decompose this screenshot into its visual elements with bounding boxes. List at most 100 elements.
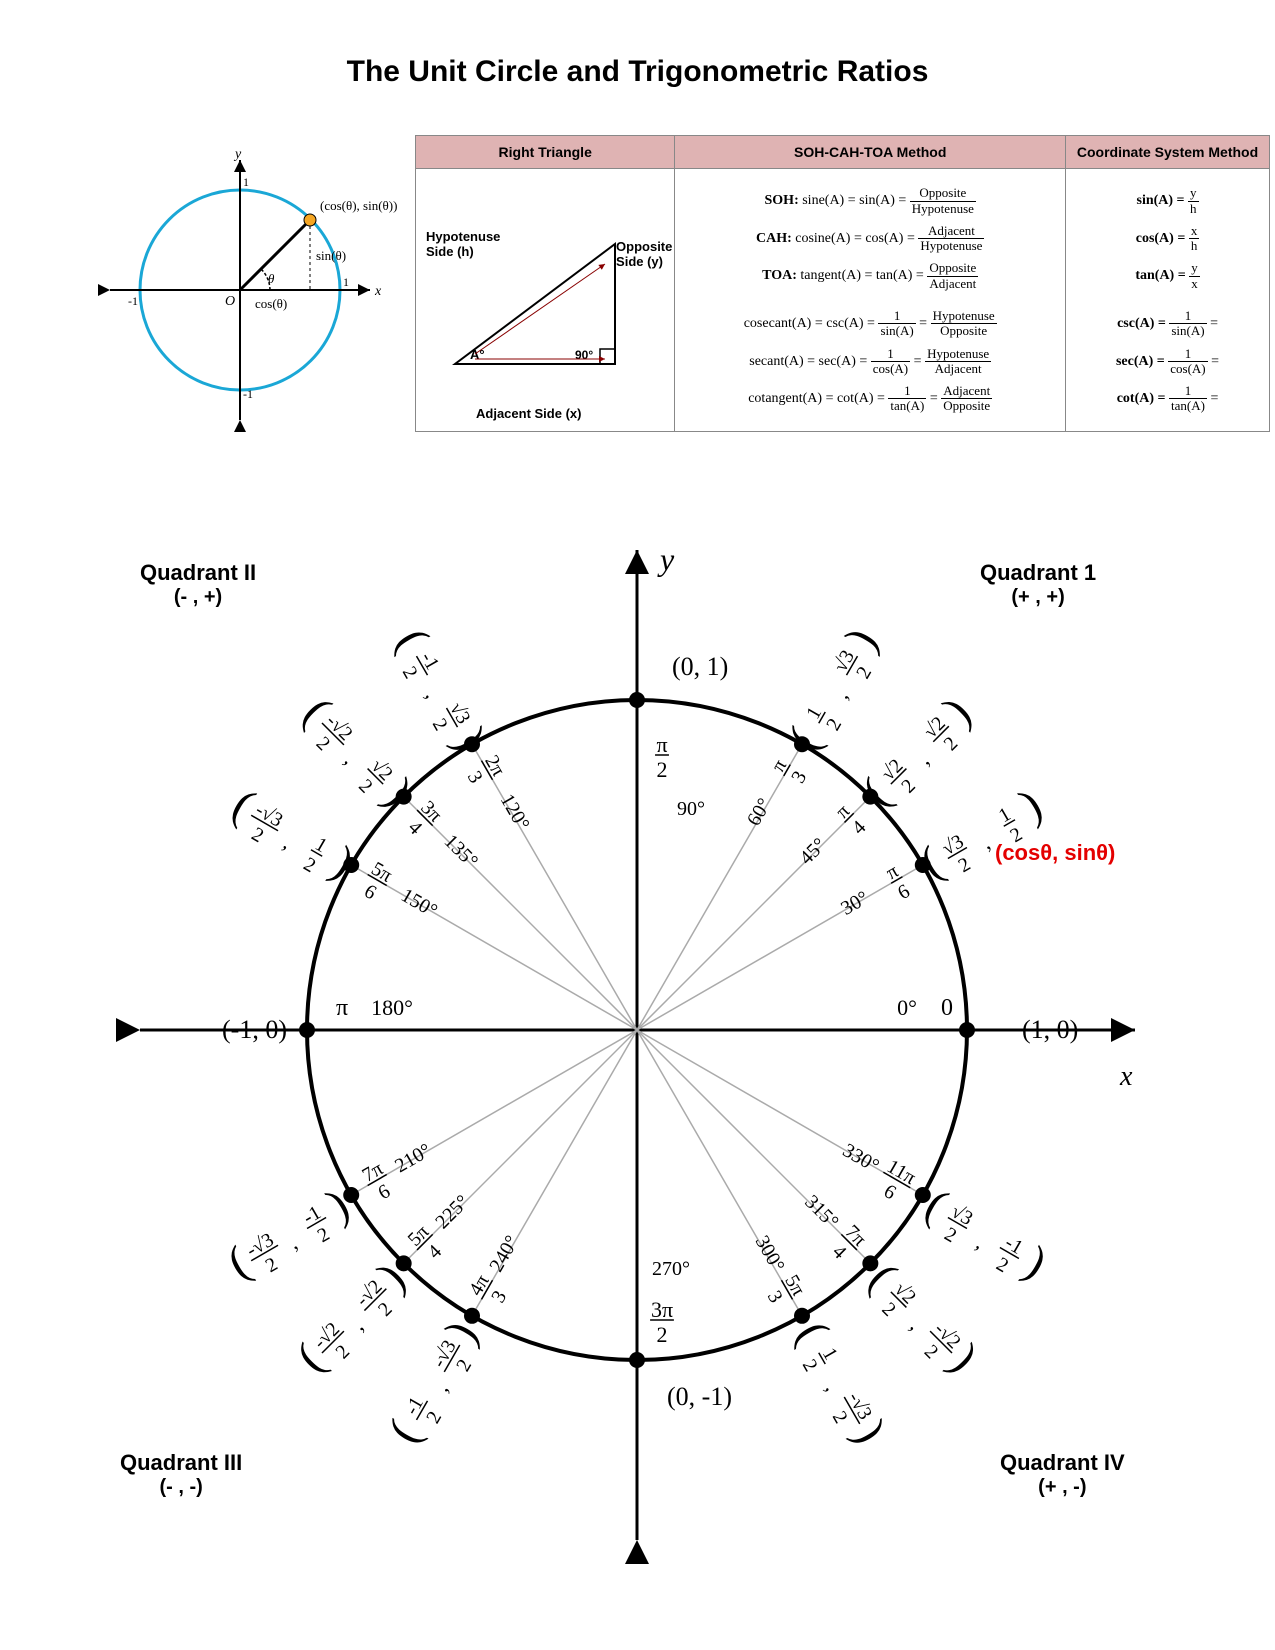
svg-text:4: 4 [828, 1241, 851, 1264]
svg-text:1: 1 [343, 275, 349, 289]
svg-text:6: 6 [894, 880, 914, 904]
svg-text:4: 4 [848, 816, 871, 839]
side-y-label: Side (y) [616, 254, 663, 269]
coord-cos: cos(A) = xh [1076, 224, 1259, 254]
svg-text:2: 2 [248, 823, 268, 847]
svg-text:π: π [336, 995, 348, 1021]
adj-label: Adjacent Side (x) [476, 406, 581, 421]
svg-text:,: , [421, 685, 445, 702]
svg-text:4: 4 [423, 1241, 446, 1264]
sec-row: secant(A) = sec(A) = 1cos(A) = Hypotenus… [685, 347, 1055, 377]
svg-text:3: 3 [787, 767, 811, 787]
svg-text:0°: 0° [897, 995, 917, 1020]
svg-text:6: 6 [360, 880, 380, 904]
opp-label: Opposite [616, 239, 672, 254]
svg-text:30°: 30° [837, 887, 872, 920]
svg-text:,: , [346, 1313, 368, 1335]
svg-text:1: 1 [311, 833, 331, 857]
svg-text:): ) [845, 1412, 897, 1451]
svg-text:4: 4 [404, 816, 427, 839]
svg-text:π: π [656, 732, 667, 757]
svg-text:,: , [284, 1230, 301, 1254]
svg-text:6: 6 [880, 1180, 900, 1204]
svg-text:π: π [882, 860, 902, 884]
svg-text:,: , [912, 748, 934, 770]
svg-text:2: 2 [822, 715, 846, 735]
svg-text:2: 2 [300, 853, 320, 877]
svg-text:240°: 240° [485, 1232, 523, 1276]
svg-text:2: 2 [422, 1408, 446, 1428]
big-unit-circle: Quadrant 1(+ , +) Quadrant II(- , +) Qua… [100, 540, 1175, 1560]
svg-text:315°: 315° [800, 1191, 842, 1233]
toa-row: TOA: tangent(A) = tan(A) = OppositeAdjac… [685, 261, 1055, 291]
svg-text:225°: 225° [431, 1191, 473, 1233]
svg-text:330°: 330° [839, 1139, 883, 1177]
svg-text:150°: 150° [397, 884, 441, 922]
soh-row: SOH: sine(A) = sin(A) = OppositeHypotenu… [685, 186, 1055, 216]
svg-text:90°: 90° [575, 348, 593, 362]
svg-text:(0, 1): (0, 1) [672, 652, 728, 681]
svg-text:,: , [906, 1313, 928, 1335]
svg-text:2: 2 [852, 663, 876, 683]
svg-text:210°: 210° [391, 1139, 435, 1177]
q2-label: Quadrant II(- , +) [140, 560, 256, 609]
svg-text:2: 2 [314, 1223, 334, 1247]
svg-text:3: 3 [487, 1287, 511, 1307]
svg-text:,: , [829, 685, 853, 702]
svg-text:2: 2 [955, 853, 975, 877]
svg-text:sin(θ): sin(θ) [316, 248, 346, 263]
svg-text:): ) [445, 719, 497, 758]
svg-text:(0, -1): (0, -1) [667, 1382, 732, 1411]
svg-text:90°: 90° [677, 798, 705, 820]
svg-text:2: 2 [657, 757, 668, 782]
svg-text:6: 6 [374, 1180, 394, 1204]
svg-text:3: 3 [463, 767, 487, 787]
svg-text:1: 1 [995, 803, 1015, 827]
table-body-row: A° 90° Hypotenuse Side (h) Opposite Side… [416, 169, 1270, 432]
svg-text:x: x [374, 284, 382, 299]
svg-text:2: 2 [262, 1253, 282, 1277]
svg-text:3π: 3π [651, 1297, 673, 1322]
svg-text:0: 0 [941, 995, 953, 1021]
svg-text:π: π [767, 756, 791, 776]
svg-text:2: 2 [452, 1356, 476, 1376]
svg-text:2: 2 [657, 1322, 668, 1347]
cot-row: cotangent(A) = cot(A) = 1tan(A) = Adjace… [685, 384, 1055, 414]
svg-text:): ) [318, 1178, 357, 1230]
axis-x-label: x [1119, 1061, 1133, 1092]
svg-text:2: 2 [941, 1223, 961, 1247]
svg-text:2: 2 [940, 733, 963, 756]
svg-text:): ) [1011, 778, 1050, 830]
q1-label: Quadrant 1(+ , +) [980, 560, 1096, 609]
csc-row: cosecant(A) = csc(A) = 1sin(A) = Hypoten… [685, 309, 1055, 339]
svg-text:2: 2 [897, 775, 920, 798]
table-header-row: Right Triangle SOH-CAH-TOA Method Coordi… [416, 136, 1270, 169]
trig-ratios-table: Right Triangle SOH-CAH-TOA Method Coordi… [415, 135, 1270, 432]
svg-text:(-1, 0): (-1, 0) [222, 1015, 287, 1044]
svg-text:2: 2 [354, 775, 377, 798]
svg-text:(: ( [778, 719, 830, 758]
svg-text:2: 2 [798, 1356, 822, 1376]
svg-text:2: 2 [828, 1408, 852, 1428]
axis-y-label: y [657, 541, 675, 577]
svg-text:y: y [233, 147, 242, 162]
svg-text:2: 2 [993, 1253, 1013, 1277]
hyp-label: Hypotenuse [426, 229, 500, 244]
svg-text:300°: 300° [751, 1232, 789, 1276]
svg-text:2: 2 [428, 715, 452, 735]
svg-text:45°: 45° [795, 834, 830, 869]
coord-tan: tan(A) = yx [1076, 261, 1259, 291]
svg-text:135°: 135° [440, 830, 482, 872]
svg-text:3: 3 [763, 1287, 787, 1307]
svg-text:1: 1 [243, 175, 249, 189]
svg-text:,: , [977, 830, 994, 854]
svg-text:,: , [340, 747, 362, 769]
svg-text:-1: -1 [128, 294, 138, 308]
svg-text:1: 1 [802, 703, 826, 723]
th-right-triangle: Right Triangle [416, 136, 675, 169]
svg-text:2: 2 [877, 1298, 900, 1321]
page-title: The Unit Circle and Trigonometric Ratios [0, 55, 1275, 89]
svg-text:2: 2 [920, 1341, 943, 1364]
svg-text:180°: 180° [371, 995, 413, 1020]
svg-text:2: 2 [398, 663, 422, 683]
